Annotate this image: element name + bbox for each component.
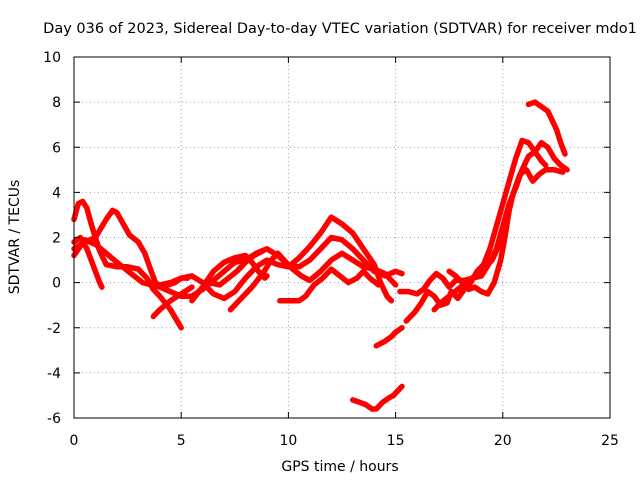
x-tick-label: 15	[387, 433, 405, 449]
y-tick-label: -4	[47, 366, 61, 382]
series-track-17	[431, 225, 508, 313]
y-axis-label: SDTVAR / TECUs	[7, 180, 23, 295]
x-tick-label: 5	[177, 433, 186, 449]
data-series	[71, 99, 570, 412]
series-track-15	[446, 167, 566, 297]
x-axis-label: GPS time / hours	[281, 459, 398, 475]
y-tick-label: 6	[52, 140, 61, 156]
x-tick-label: 25	[601, 433, 619, 449]
y-tick-label: 2	[52, 231, 61, 247]
series-track-16	[525, 99, 568, 157]
series-track-1	[71, 198, 184, 331]
y-tick-label: 10	[43, 50, 61, 66]
series-track-5	[146, 214, 395, 304]
series-track-11	[349, 383, 405, 412]
y-tick-label: 4	[52, 185, 61, 201]
axis-ticks: 0 5 10 15 20 25 -6 -4 -2 0 2 4 6 8 10	[43, 50, 619, 449]
x-tick-label: 0	[70, 433, 79, 449]
series-track-10	[277, 266, 382, 304]
chart-title: Day 036 of 2023, Sidereal Day-to-day VTE…	[43, 21, 637, 37]
y-tick-label: 8	[52, 95, 61, 111]
y-tick-label: -2	[47, 321, 61, 337]
series-track-9	[150, 284, 195, 320]
series-track-2	[71, 234, 105, 290]
x-tick-label: 10	[279, 433, 297, 449]
series-track-8	[195, 248, 266, 295]
series-track-7	[227, 250, 399, 313]
y-tick-label: -6	[47, 411, 61, 427]
series-track-12	[373, 325, 405, 349]
series-track-4	[71, 234, 405, 299]
y-tick-label: 0	[52, 276, 61, 292]
x-tick-label: 20	[494, 433, 512, 449]
